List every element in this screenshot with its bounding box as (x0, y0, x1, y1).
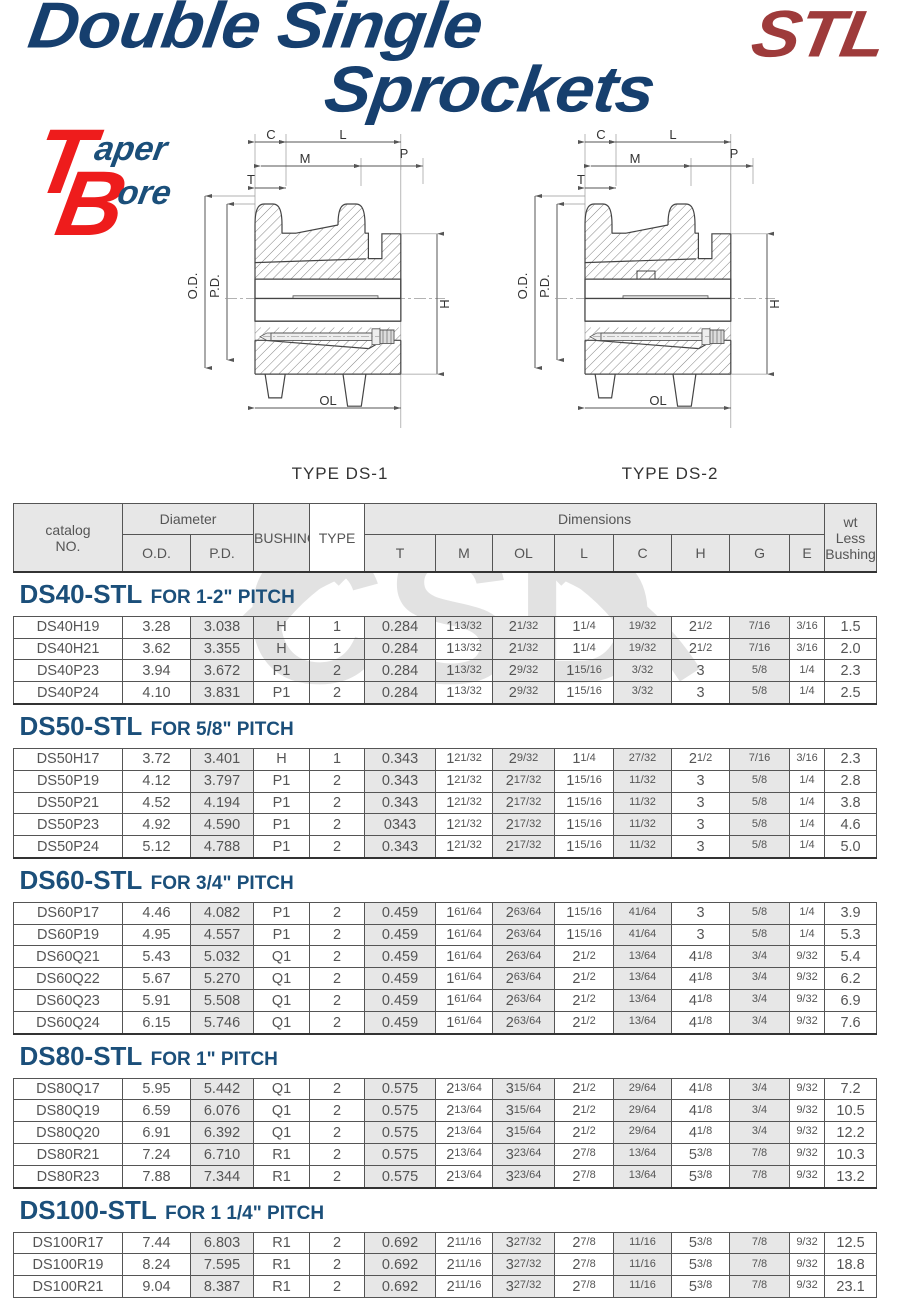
svg-text:L: L (669, 128, 676, 142)
svg-text:T: T (577, 172, 585, 187)
svg-text:T: T (247, 172, 255, 187)
svg-text:P.D.: P.D. (207, 274, 222, 298)
svg-text:C: C (266, 128, 275, 142)
svg-text:OL: OL (649, 393, 666, 408)
svg-text:H: H (437, 299, 452, 308)
svg-text:C: C (596, 128, 605, 142)
svg-text:O.D.: O.D. (515, 273, 530, 300)
svg-text:H: H (767, 299, 782, 308)
svg-text:OL: OL (319, 393, 336, 408)
svg-text:M: M (300, 151, 311, 166)
svg-text:L: L (339, 128, 346, 142)
svg-text:P.D.: P.D. (537, 274, 552, 298)
svg-text:M: M (630, 151, 641, 166)
svg-text:O.D.: O.D. (185, 273, 200, 300)
